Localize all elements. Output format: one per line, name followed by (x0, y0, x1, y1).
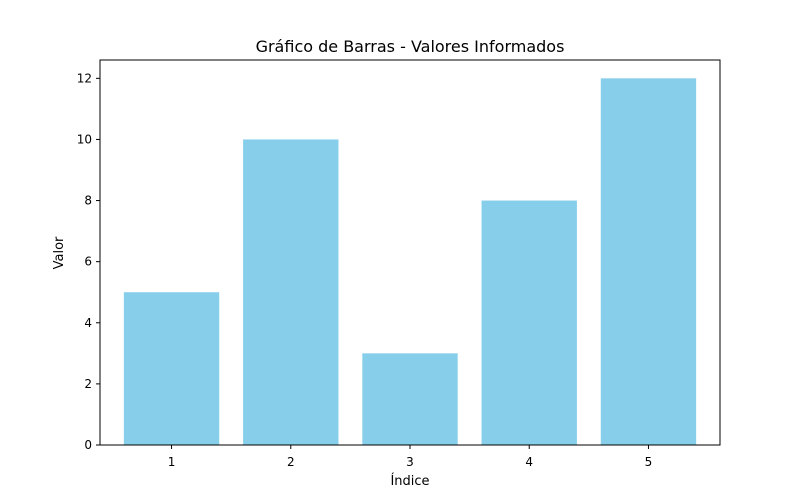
bar-2 (243, 139, 339, 445)
x-axis: 1 2 3 4 5 (168, 445, 653, 469)
bar-1 (123, 292, 220, 445)
y-tick-label-0: 0 (84, 438, 92, 452)
x-tick-label-3: 3 (406, 455, 414, 469)
bar-5 (600, 78, 697, 445)
y-tick-label-8: 8 (84, 194, 92, 208)
x-tick-label-1: 1 (168, 455, 176, 469)
y-axis: 0 2 4 6 8 10 12 (77, 71, 100, 452)
y-tick-label-6: 6 (84, 255, 92, 269)
y-tick-label-10: 10 (77, 132, 92, 146)
x-tick-label-2: 2 (287, 455, 295, 469)
x-axis-label: Índice (390, 473, 429, 489)
y-tick-label-12: 12 (77, 71, 92, 85)
x-tick-label-4: 4 (525, 455, 533, 469)
plot-frame (99, 59, 721, 446)
y-tick-label-4: 4 (84, 316, 92, 330)
bars-layer (123, 78, 697, 445)
bar-3 (362, 353, 458, 445)
bar-4 (481, 200, 577, 445)
x-tick-label-5: 5 (645, 455, 653, 469)
chart-title: Gráfico de Barras - Valores Informados (256, 37, 565, 56)
y-axis-label: Valor (52, 236, 67, 269)
y-tick-label-2: 2 (84, 377, 92, 391)
